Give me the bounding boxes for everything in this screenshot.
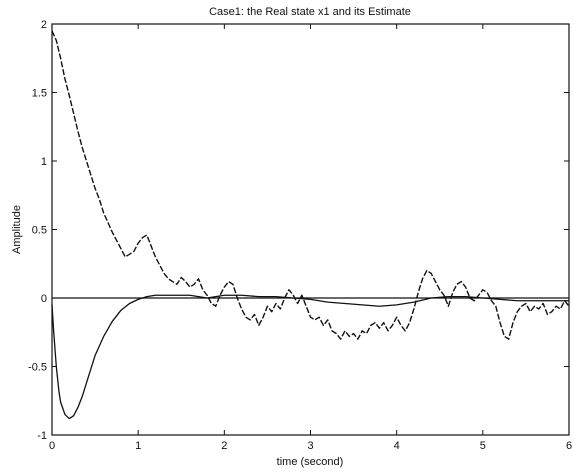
x-tick-label: 4 (394, 440, 400, 452)
x-tick-label: 6 (566, 440, 572, 452)
y-tick-label: -1 (37, 430, 47, 442)
x-tick-label: 0 (49, 440, 55, 452)
x-tick-label: 1 (135, 440, 141, 452)
x-tick-label: 2 (221, 440, 227, 452)
y-tick-label: -0.5 (28, 362, 47, 374)
y-tick-label: 0.5 (32, 225, 47, 237)
y-tick-label: 1 (41, 156, 47, 168)
y-tick-label: 1.5 (32, 88, 47, 100)
plot-background (52, 24, 569, 435)
x-axis-title: time (second) (277, 456, 344, 468)
y-tick-label: 2 (41, 19, 47, 31)
x-tick-label: 5 (480, 440, 486, 452)
y-axis-title: Amplitude (11, 205, 23, 254)
y-tick-label: 0 (41, 293, 47, 305)
x-tick-label: 3 (307, 440, 313, 452)
chart-title: Case1: the Real state x1 and its Estimat… (209, 6, 411, 18)
